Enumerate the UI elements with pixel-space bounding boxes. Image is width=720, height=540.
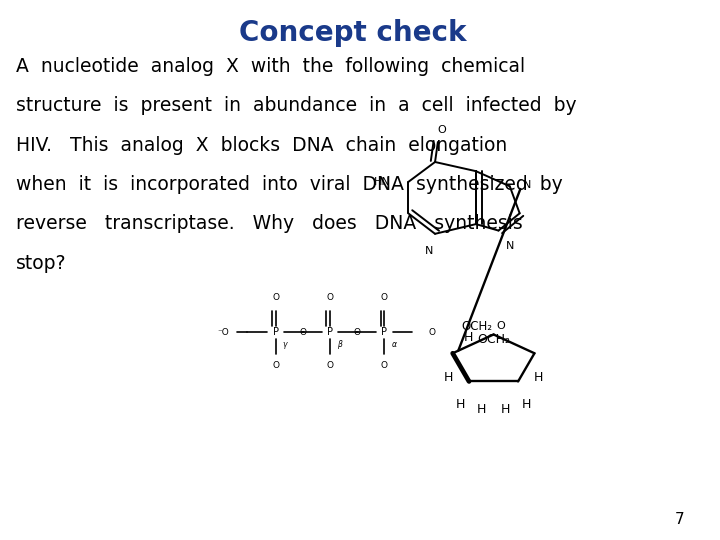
Text: OCH₂: OCH₂ — [462, 320, 492, 333]
Text: N: N — [505, 241, 514, 252]
Text: H: H — [522, 397, 531, 410]
Text: O: O — [381, 361, 388, 370]
Text: O: O — [326, 361, 333, 370]
Text: N: N — [426, 246, 433, 256]
Text: O: O — [428, 328, 435, 336]
Text: HIV.   This  analog  X  blocks  DNA  chain  elongation: HIV. This analog X blocks DNA chain elon… — [16, 136, 507, 154]
Text: O: O — [300, 328, 306, 336]
Text: γ: γ — [283, 340, 287, 349]
Text: reverse   transcriptase.   Why   does   DNA   synthesis: reverse transcriptase. Why does DNA synt… — [16, 214, 522, 233]
Text: P: P — [382, 327, 387, 337]
Text: ⁻O: ⁻O — [217, 328, 229, 336]
Text: H: H — [500, 403, 510, 416]
Text: structure  is  present  in  abundance  in  a  cell  infected  by: structure is present in abundance in a c… — [16, 96, 576, 115]
Text: P: P — [273, 327, 279, 337]
Text: O: O — [326, 293, 333, 302]
Text: O: O — [272, 361, 279, 370]
Text: A  nucleotide  analog  X  with  the  following  chemical: A nucleotide analog X with the following… — [16, 57, 525, 76]
Text: O: O — [438, 125, 446, 134]
Text: O: O — [354, 328, 361, 336]
Text: when  it  is  incorporated  into  viral  DNA  synthesized  by: when it is incorporated into viral DNA s… — [16, 175, 562, 194]
Text: H: H — [456, 397, 465, 410]
Text: 7: 7 — [675, 511, 684, 526]
Text: stop?: stop? — [16, 254, 66, 273]
Text: α: α — [392, 340, 396, 349]
Text: H: H — [534, 370, 543, 383]
Text: O: O — [381, 293, 388, 302]
Text: P: P — [327, 327, 333, 337]
Text: HN: HN — [374, 177, 391, 187]
Text: β: β — [337, 340, 342, 349]
Text: H: H — [444, 370, 454, 383]
Text: O: O — [272, 293, 279, 302]
Text: H: H — [464, 330, 473, 343]
Text: O: O — [496, 321, 505, 330]
Text: N: N — [523, 180, 531, 190]
Text: H: H — [477, 403, 487, 416]
Text: OCH₂: OCH₂ — [477, 333, 510, 346]
Text: Concept check: Concept check — [239, 19, 467, 47]
